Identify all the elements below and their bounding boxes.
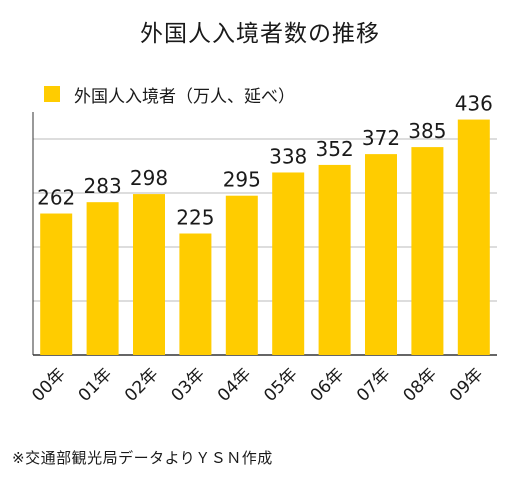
data-label: 385 [408,119,446,143]
bar [318,164,351,355]
bar [179,233,212,355]
x-tick-label: 07年 [353,364,394,405]
data-label: 262 [37,186,75,210]
bar [365,154,397,355]
x-tick-label: 04年 [214,364,255,405]
x-tick-label: 06年 [307,364,348,405]
x-tick-label: 02年 [121,364,162,405]
bar [411,147,444,355]
data-label: 283 [84,174,122,198]
x-tick-label: 01年 [75,364,116,405]
data-label: 225 [176,206,214,230]
legend-swatch [44,86,60,102]
source-note: ※交通部観光局データよりＹＳＮ作成 [12,449,273,467]
data-label: 436 [455,92,493,116]
bar [40,213,73,355]
bar [225,195,258,355]
data-label: 372 [362,126,400,150]
bar [272,172,305,355]
data-label: 295 [223,168,261,192]
x-tick-label: 09年 [446,364,487,405]
x-tick-label: 05年 [260,364,301,405]
x-tick-label: 03年 [167,364,208,405]
data-label: 338 [269,144,307,168]
bar [133,194,165,355]
x-tick-label: 00年 [28,364,69,405]
data-label: 298 [130,166,168,190]
bar [86,202,119,355]
legend: 外国人入境者（万人、延べ） [44,82,295,107]
data-label: 352 [316,137,354,161]
bar [457,119,490,355]
legend-label: 外国人入境者（万人、延べ） [74,86,295,107]
x-tick-label: 08年 [399,364,440,405]
chart-title: 外国人入境者数の推移 [140,21,380,47]
